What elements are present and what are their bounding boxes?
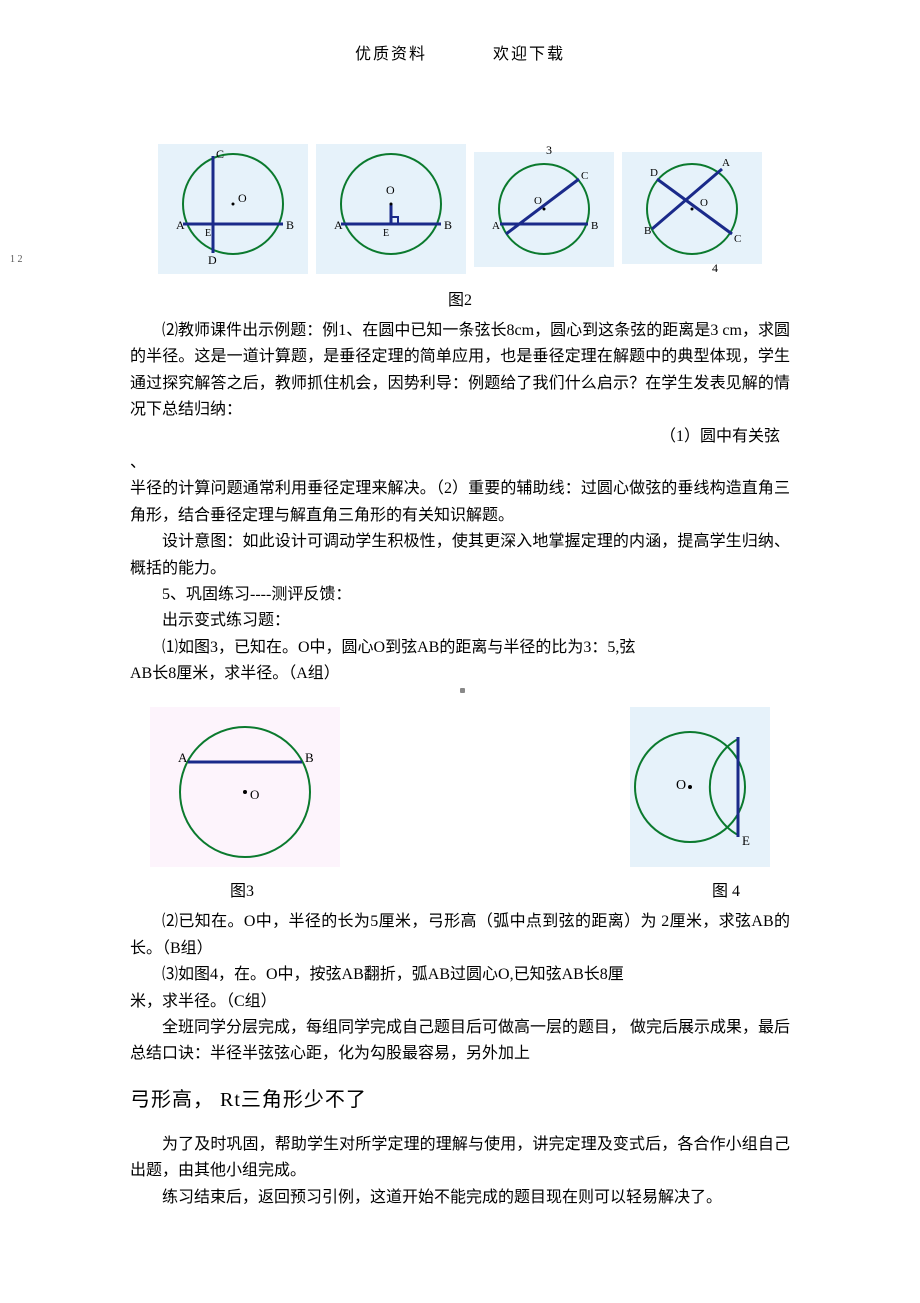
svg-text:E: E (742, 833, 750, 848)
paragraph-6b: AB长8厘米，求半径。（A组） (130, 661, 790, 687)
svg-text:B: B (305, 750, 314, 765)
svg-text:D: D (650, 167, 658, 179)
paragraph-7: ⑵已知在。O中，半径的长为5厘米，弓形高（弧中点到弦的距离）为 2厘米，求弦AB… (130, 909, 790, 962)
fig2-panel-1: A B C D E O (158, 144, 308, 274)
svg-text:D: D (208, 253, 217, 267)
paragraph-8b: 米，求半径。（C组） (130, 989, 790, 1015)
fig3-caption: 图3 (230, 877, 254, 901)
svg-text:B: B (644, 225, 651, 237)
svg-text:O: O (700, 197, 708, 209)
svg-text:C: C (734, 233, 741, 245)
paragraph-2: 半径的计算问题通常利用垂径定理来解决。（2）重要的辅助线：过圆心做弦的垂线构造直… (130, 476, 790, 529)
svg-text:A: A (176, 218, 185, 232)
svg-text:O: O (676, 778, 686, 793)
svg-text:O: O (250, 787, 259, 802)
fig4-svg: O E (630, 707, 770, 867)
svg-text:E: E (205, 228, 211, 239)
paragraph-5: 出示变式练习题： (130, 608, 790, 634)
svg-text:A: A (722, 157, 730, 169)
fig4-caption: 图 4 (712, 877, 740, 901)
paragraph-3: 设计意图：如此设计可调动学生积极性，使其更深入地掌握定理的内涵，提高学生归纳、概… (130, 529, 790, 582)
fig2-panel-3: 3 A B C O (474, 144, 614, 274)
fig2-panel-2: A B O E (316, 144, 466, 274)
paragraph-1-tick: 、 (130, 450, 790, 476)
paragraph-9: 全班同学分层完成，每组同学完成自己题目后可做高一层的题目， 做完后展示成果，最后… (130, 1015, 790, 1068)
svg-text:O: O (534, 195, 542, 207)
paragraph-11: 练习结束后，返回预习引例，这道开始不能完成的题目现在则可以轻易解决了。 (130, 1185, 790, 1211)
figure-3-4-row: A B O O E (130, 707, 790, 867)
svg-text:4: 4 (712, 261, 718, 274)
svg-text:B: B (591, 220, 598, 232)
svg-text:C: C (216, 147, 224, 161)
paragraph-8a: ⑶如图4，在。O中，按弦AB翻折，弧AB过圆心O,已知弦AB长8厘 (130, 962, 790, 988)
svg-text:C: C (581, 170, 588, 182)
figure-2-row: A B C D E O A B O E 3 A (130, 144, 790, 274)
paragraph-1-right: （1）圆中有关弦 (130, 424, 790, 450)
figure-2-caption: 图2 (130, 286, 790, 310)
side-page-tag: 1 2 (10, 255, 23, 265)
paragraph-4: 5、巩固练习----测评反馈： (130, 582, 790, 608)
svg-text:A: A (178, 750, 188, 765)
svg-text:3: 3 (546, 144, 552, 157)
header-right: 欢迎下载 (493, 46, 565, 63)
svg-text:O: O (386, 183, 395, 197)
page: 1 2 优质资料 欢迎下载 A B C D E O A (0, 0, 920, 1271)
paragraph-10: 为了及时巩固，帮助学生对所学定理的理解与使用，讲完定理及变式后，各合作小组自己出… (130, 1132, 790, 1185)
header-left: 优质资料 (355, 46, 427, 63)
svg-text:O: O (238, 191, 247, 205)
figure-3-4-captions: 图3 图 4 (130, 877, 790, 901)
paragraph-1: ⑵教师课件出示例题：例1、在圆中已知一条弦长8cm，圆心到这条弦的距离是3 cm… (130, 318, 790, 424)
big-slogan: 弓形高， Rt三角形少不了 (130, 1076, 790, 1124)
fig2-panel-4: A B C D O 4 (622, 144, 762, 274)
center-dot-icon (460, 688, 465, 693)
svg-text:A: A (334, 218, 343, 232)
page-header: 优质资料 欢迎下载 (130, 40, 790, 64)
svg-text:A: A (492, 220, 500, 232)
svg-text:B: B (286, 218, 294, 232)
svg-text:E: E (383, 228, 389, 239)
svg-text:B: B (444, 218, 452, 232)
fig3-svg: A B O (150, 707, 340, 867)
paragraph-6a: ⑴如图3，已知在。O中，圆心O到弦AB的距离与半径的比为3：5,弦 (130, 635, 790, 661)
